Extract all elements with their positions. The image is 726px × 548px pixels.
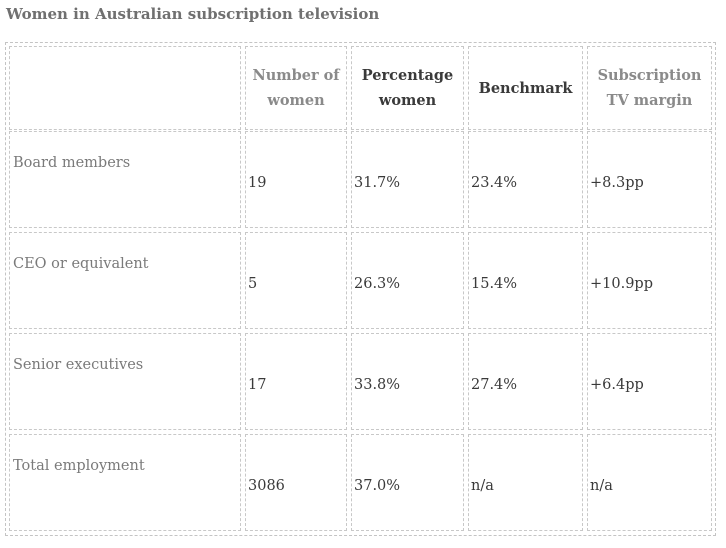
header-empty-cell [9,46,241,130]
header-percentage-women: Percentage women [351,46,464,130]
row-label: Senior executives [13,357,144,373]
table-cell-number: 19 [245,131,347,228]
table-cell-margin: n/a [587,434,712,531]
table-cell-margin: +8.3pp [587,131,712,228]
row-label: Board members [13,155,131,171]
data-table: Number of women Percentage women Benchma… [5,42,716,536]
header-subscription-tv-margin: Subscription TV margin [587,46,712,130]
cell-value: n/a [471,478,494,494]
cell-value: 31.7% [354,175,401,191]
table-cell-margin: +10.9pp [587,232,712,329]
row-label: CEO or equivalent [13,256,149,272]
table-cell-percentage: 31.7% [351,131,464,228]
table-cell-number: 17 [245,333,347,430]
cell-value: 19 [248,175,267,191]
cell-value: 23.4% [471,175,518,191]
table-cell-percentage: 26.3% [351,232,464,329]
table-row-label-cell: Total employment [9,434,241,531]
table-row-label-cell: Board members [9,131,241,228]
cell-value: 5 [248,276,258,292]
cell-value: +6.4pp [590,377,644,393]
cell-value: 15.4% [471,276,518,292]
table-cell-margin: +6.4pp [587,333,712,430]
cell-value: 33.8% [354,377,401,393]
table-row-label-cell: CEO or equivalent [9,232,241,329]
header-benchmark: Benchmark [468,46,583,130]
table-cell-benchmark: 23.4% [468,131,583,228]
cell-value: 27.4% [471,377,518,393]
table-cell-percentage: 33.8% [351,333,464,430]
table-cell-benchmark: n/a [468,434,583,531]
cell-value: 3086 [248,478,285,494]
row-label: Total employment [13,458,145,474]
table-cell-percentage: 37.0% [351,434,464,531]
cell-value: 37.0% [354,478,401,494]
cell-value: n/a [590,478,613,494]
cell-value: +10.9pp [590,276,653,292]
cell-value: +8.3pp [590,175,644,191]
table-cell-benchmark: 27.4% [468,333,583,430]
table-cell-benchmark: 15.4% [468,232,583,329]
table-cell-number: 3086 [245,434,347,531]
cell-value: 26.3% [354,276,401,292]
header-number-of-women: Number of women [245,46,347,130]
table-title: Women in Australian subscription televis… [6,5,380,23]
table-cell-number: 5 [245,232,347,329]
table-row-label-cell: Senior executives [9,333,241,430]
cell-value: 17 [248,377,267,393]
